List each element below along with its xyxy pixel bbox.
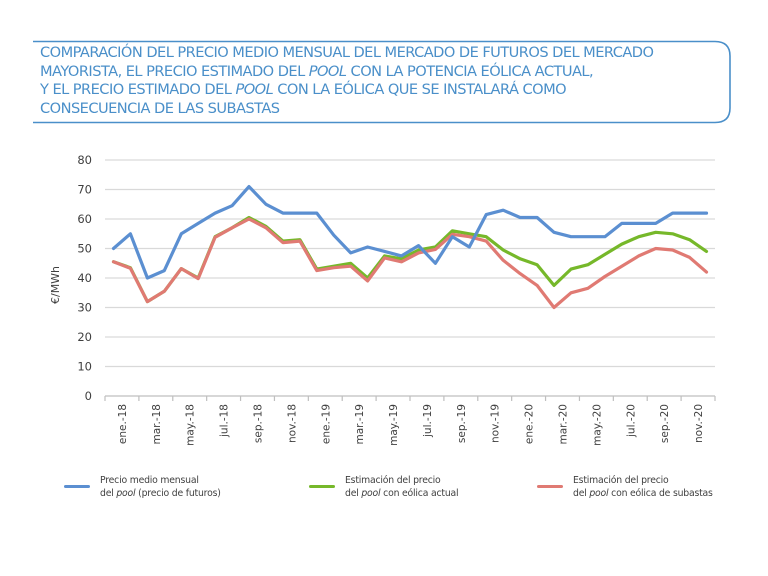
x-tick-label: sep.-19	[456, 404, 468, 443]
x-tick-label: mar.-19	[354, 404, 366, 445]
x-tick-label: mar.-18	[151, 404, 163, 445]
x-tick-label: jul.-18	[219, 404, 231, 438]
y-tick-label: 30	[77, 301, 92, 315]
x-tick-label: may.-20	[591, 404, 603, 446]
x-tick-label: sep.-18	[253, 404, 265, 443]
y-tick-label: 80	[77, 153, 92, 167]
legend-item-futures: Precio medio mensual del pool (precio de…	[64, 474, 221, 500]
series-lines	[111, 185, 709, 310]
y-tick-label: 70	[77, 183, 92, 197]
series-line-auction-wind	[111, 217, 709, 310]
x-tick-label: nov.-19	[490, 404, 502, 443]
series-line-current-wind	[111, 215, 709, 304]
legend-swatch-red	[537, 485, 563, 488]
x-axis	[104, 395, 716, 401]
title-frame	[33, 40, 731, 124]
title-line-3: Y EL PRECIO ESTIMADO DEL POOL CON LA EÓL…	[40, 81, 567, 98]
legend-label: Estimación del precio del pool con eólic…	[345, 475, 459, 499]
x-tick-label: may.-19	[388, 404, 400, 446]
x-tick-label: may.-18	[185, 404, 197, 446]
title-line-1: COMPARACIÓN DEL PRECIO MEDIO MENSUAL DEL…	[40, 44, 654, 61]
x-tick-label: ene.-19	[320, 404, 332, 444]
legend-swatch-green	[309, 485, 335, 488]
y-tick-label: 0	[85, 389, 92, 403]
y-tick-label: 40	[77, 271, 92, 285]
legend-item-auction-wind: Estimación del precio del pool con eólic…	[537, 474, 713, 500]
x-tick-label: sep.-20	[659, 404, 671, 443]
series-line-futures	[111, 185, 709, 280]
title-border	[33, 40, 731, 124]
y-axis-ticks: 0 10 20 30 40 50 60 70 80	[77, 153, 92, 403]
x-tick-label: ene.-18	[117, 404, 129, 444]
x-tick-label: jul.-19	[422, 404, 434, 438]
legend-label: Precio medio mensual del pool (precio de…	[100, 475, 221, 499]
y-tick-label: 10	[77, 360, 92, 374]
legend-item-current-wind: Estimación del precio del pool con eólic…	[309, 474, 459, 500]
x-tick-label: mar.-20	[558, 404, 570, 445]
y-axis-label: €/MWh	[49, 266, 62, 304]
y-tick-label: 20	[77, 330, 92, 344]
gridlines	[105, 159, 715, 368]
chart-title: COMPARACIÓN DEL PRECIO MEDIO MENSUAL DEL…	[40, 44, 720, 118]
title-line-4: CONSECUENCIA DE LAS SUBASTAS	[40, 99, 280, 117]
legend-swatch-blue	[64, 485, 90, 488]
x-tick-label: nov.-18	[286, 404, 298, 443]
line-chart: 0 10 20 30 40 50 60 70 80 €/MWh ene.-18 mar.-18 ma…	[49, 153, 716, 446]
legend: Precio medio mensual del pool (precio de…	[0, 470, 768, 510]
legend-label: Estimación del precio del pool con eólic…	[573, 475, 713, 499]
x-tick-label: ene.-20	[524, 404, 536, 444]
y-tick-label: 60	[77, 212, 92, 226]
x-axis-tick-labels: ene.-18 mar.-18 may.-18 jul.-18 sep.-18 nov.-…	[117, 404, 705, 446]
x-tick-label: nov.-20	[693, 404, 705, 443]
y-tick-label: 50	[77, 242, 92, 256]
title-line-2: MAYORISTA, EL PRECIO ESTIMADO DEL POOL C…	[40, 62, 594, 80]
x-tick-label: jul.-20	[625, 404, 637, 438]
